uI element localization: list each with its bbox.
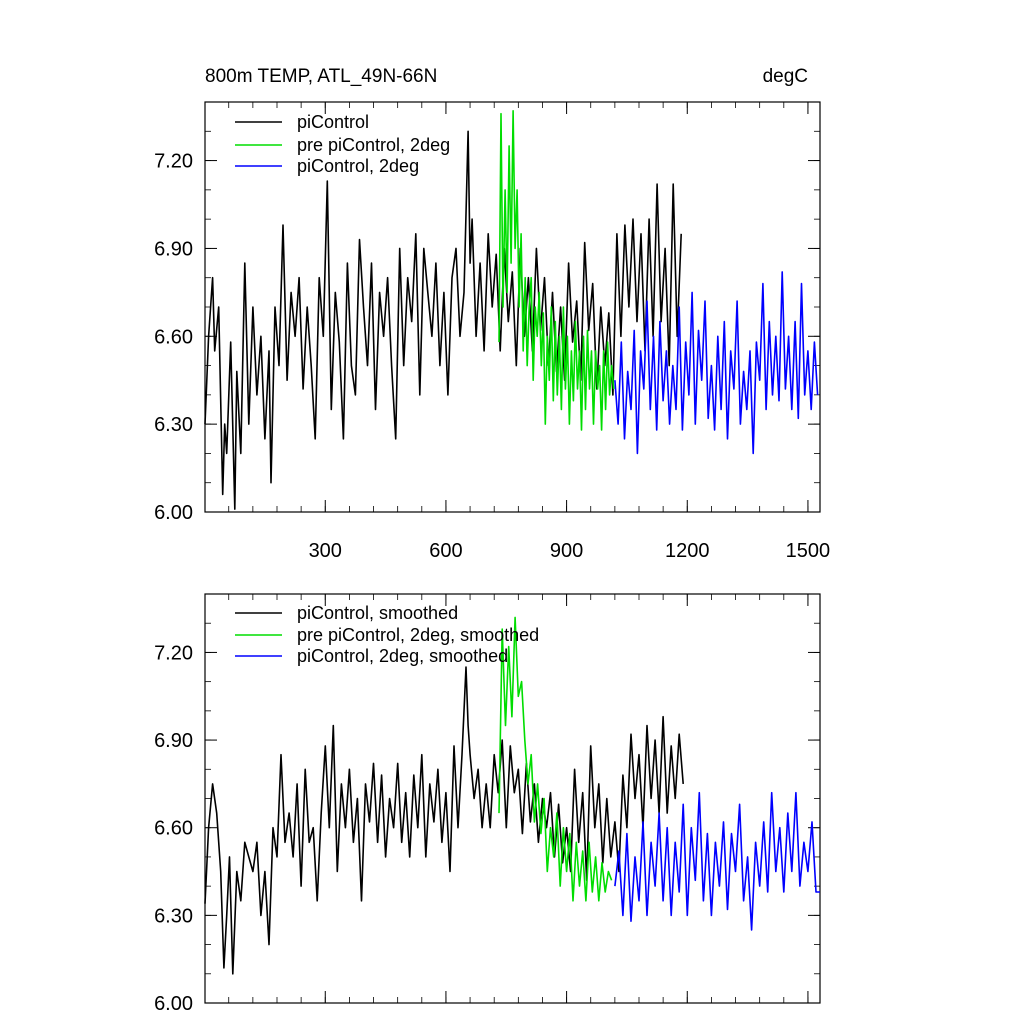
legend-label: piControl, smoothed [297, 603, 458, 623]
y-tick-label: 6.00 [154, 993, 193, 1015]
x-tick-label: 900 [550, 540, 583, 562]
y-tick-label: 6.60 [154, 326, 193, 348]
legend-label: pre piControl, 2deg [297, 135, 450, 155]
series-line-1 [204, 130, 682, 510]
legend-label: piControl, 2deg [297, 156, 419, 176]
x-tick-label: 1500 [786, 540, 831, 562]
legend-label: piControl [297, 112, 369, 132]
series-line-3 [614, 791, 820, 931]
series-line-1 [204, 666, 684, 975]
y-tick-label: 6.90 [154, 730, 193, 752]
top-panel: 6.00 6.30 6.60 6.90 7.20 300 600 900 1200 1500 800… [154, 66, 830, 562]
legend-label: pre piControl, 2deg, smoothed [297, 625, 539, 645]
series-line-2 [498, 110, 615, 431]
legend-label: piControl, 2deg, smoothed [297, 646, 508, 666]
y-tick-label: 6.00 [154, 502, 193, 524]
series-line-3 [614, 271, 819, 455]
y-tick-label: 6.30 [154, 905, 193, 927]
y-tick-label: 6.90 [154, 238, 193, 260]
x-tick-label: 1200 [665, 540, 710, 562]
y-tick-label: 6.30 [154, 414, 193, 436]
chart-units: degC [763, 66, 808, 87]
y-tick-label: 6.60 [154, 818, 193, 840]
x-tick-label: 300 [309, 540, 342, 562]
x-tick-label: 600 [429, 540, 462, 562]
y-tick-label: 7.20 [154, 642, 193, 664]
y-tick-label: 7.20 [154, 151, 193, 173]
series-line-2 [498, 616, 613, 902]
chart-title: 800m TEMP, ATL_49N-66N [205, 66, 437, 87]
